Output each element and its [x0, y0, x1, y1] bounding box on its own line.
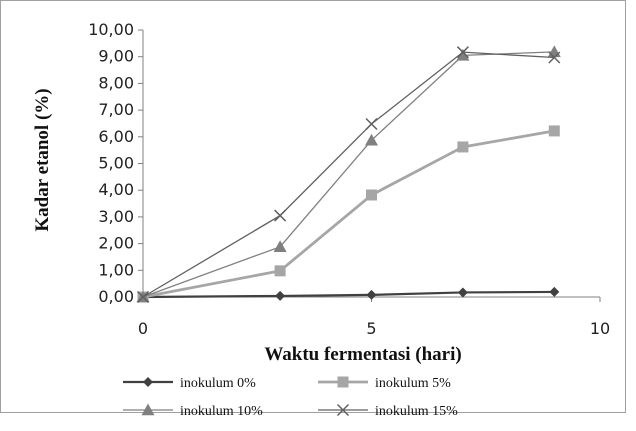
x-axis-label: Waktu fermentasi (hari): [264, 344, 461, 365]
x-tick-label: 5: [366, 319, 376, 338]
y-tick-label: 9,00: [98, 47, 134, 66]
x-tick-label: 0: [138, 319, 148, 338]
y-tick-label: 5,00: [98, 154, 134, 173]
data-point: [366, 190, 377, 201]
y-tick-label: 7,00: [98, 100, 134, 119]
y-tick-label: 2,00: [98, 234, 134, 253]
y-tick-label: 4,00: [98, 180, 134, 199]
y-axis-label: Kadar etanol (%): [32, 88, 53, 231]
legend-label: inokulum 0%: [180, 376, 256, 391]
y-tick-label: 0,00: [98, 287, 134, 306]
y-tick-label: 6,00: [98, 127, 134, 146]
data-point: [549, 125, 560, 136]
legend-label: inokulum 5%: [375, 376, 451, 391]
y-tick-label: 1,00: [98, 260, 134, 279]
y-tick-label: 8,00: [98, 73, 134, 92]
legend-label: inokulum 15%: [375, 404, 458, 419]
x-tick-label: 10: [590, 319, 610, 338]
y-tick-label: 10,00: [88, 20, 134, 39]
legend-label: inokulum 10%: [180, 404, 263, 419]
data-point: [457, 141, 468, 152]
y-tick-label: 3,00: [98, 207, 134, 226]
data-point: [275, 265, 286, 276]
legend-swatch-marker: [338, 377, 349, 388]
